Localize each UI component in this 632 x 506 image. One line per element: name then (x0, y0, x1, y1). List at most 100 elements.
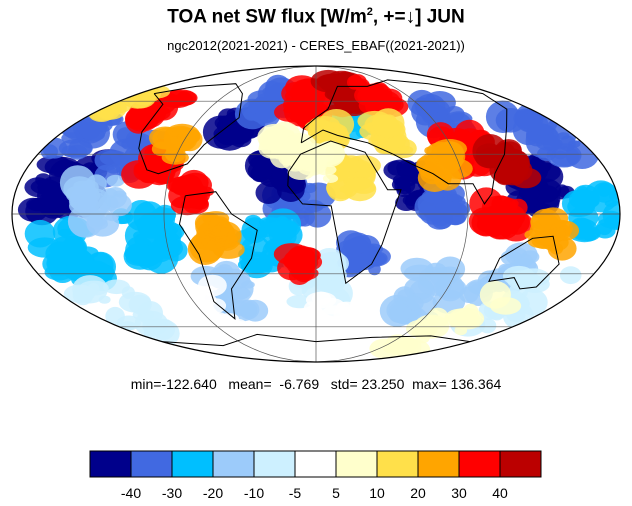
field-patch (44, 264, 73, 281)
field-patch (610, 212, 620, 229)
colorbar-boxes (89, 450, 542, 478)
field-patch (375, 140, 391, 154)
field-patch (163, 223, 185, 241)
field-patch (554, 150, 567, 160)
field-patch (490, 297, 522, 315)
field-patch (100, 188, 118, 198)
field-patch (154, 204, 176, 225)
field-patch (357, 251, 386, 267)
coastline-outline (138, 83, 243, 175)
field-patch (494, 167, 515, 186)
map-subtitle: ngc2012(2021-2021) - CERES_EBAF((2021-20… (167, 38, 465, 53)
field-patch (321, 327, 337, 340)
field-patch (354, 294, 371, 310)
field-patch (349, 306, 373, 326)
field-patch (400, 257, 434, 280)
stat-std-label: std= (330, 376, 358, 392)
field-patch (78, 122, 100, 140)
field-patch (176, 128, 203, 152)
field-patch (328, 336, 363, 360)
field-patch (216, 264, 233, 277)
coastline-outline (161, 333, 471, 347)
title-superscript: 2 (366, 6, 373, 18)
statistics-line: min=-122.640 mean= -6.769 std= 23.250 ma… (0, 376, 632, 392)
field-patch (448, 307, 485, 330)
field-patch (106, 174, 125, 187)
stat-mean-label: mean= (228, 376, 272, 392)
colorbar-tick-label: -40 (121, 485, 141, 500)
map-field (12, 66, 620, 362)
field-patch (221, 273, 254, 304)
field-patch (430, 267, 458, 287)
field-patch (24, 219, 56, 248)
stat-max-label: max= (412, 376, 447, 392)
field-patch (475, 143, 503, 163)
colorbar-tick-label: 40 (492, 485, 508, 500)
field-patch (322, 174, 339, 183)
field-patch (295, 113, 310, 125)
field-patch (126, 135, 146, 147)
colorbar-box (458, 450, 501, 478)
field-patch (501, 205, 526, 228)
field-patch (180, 308, 209, 325)
field-blobs (17, 69, 620, 360)
field-patch (518, 187, 540, 200)
colorbar-box (417, 450, 460, 478)
field-patch (121, 286, 135, 299)
field-patch (218, 313, 239, 325)
colorbar-tick-label: 10 (369, 485, 385, 500)
map-border (11, 65, 621, 363)
colorbar-tick-label: -5 (289, 485, 302, 500)
field-patch (254, 158, 276, 178)
field-patch (159, 278, 172, 287)
field-patch (343, 177, 377, 202)
colorbar-tick-label: 30 (451, 485, 467, 500)
field-patch (510, 167, 542, 189)
field-patch (56, 242, 75, 257)
colorbar-box (253, 450, 296, 478)
field-patch (347, 258, 366, 274)
title-main: TOA net SW flux [W/m (167, 6, 367, 28)
field-patch (255, 104, 280, 127)
field-patch (142, 319, 157, 333)
coastline-outline (287, 140, 402, 285)
coastlines (138, 79, 560, 347)
field-patch (319, 74, 339, 92)
field-patch (288, 266, 311, 285)
field-patch (255, 181, 282, 204)
field-patch (105, 213, 119, 222)
field-patch (390, 303, 412, 322)
field-patch (77, 191, 108, 221)
field-patch (140, 86, 161, 103)
field-patch (435, 200, 456, 214)
colorbar-tick-label: 20 (410, 485, 426, 500)
colorbar-box (335, 450, 378, 478)
field-patch (432, 289, 466, 314)
field-patch (382, 342, 398, 354)
map-title: TOA net SW flux [W/m2, +=↓] JUN (0, 6, 632, 28)
colorbar-tick-label: 5 (332, 485, 340, 500)
field-patch (344, 237, 369, 254)
field-patch (416, 100, 439, 118)
title-rest: , +=↓] JUN (372, 6, 465, 28)
colorbar-tick-label: -30 (162, 485, 182, 500)
colorbar-box (130, 450, 173, 478)
field-patch (476, 216, 501, 233)
field-patch (394, 175, 416, 195)
field-patch (89, 218, 108, 230)
stat-min-label: min= (130, 376, 162, 392)
field-patch (187, 233, 223, 265)
field-patch (538, 207, 569, 230)
field-patch (533, 185, 559, 202)
field-patch (164, 274, 192, 291)
field-patch (265, 208, 302, 241)
field-patch (557, 132, 570, 140)
gridlines (12, 66, 620, 362)
coastline-outline (178, 191, 258, 320)
field-patch (372, 108, 405, 138)
field-patch (259, 127, 291, 158)
colorbar-box (376, 450, 419, 478)
stat-min-value: -122.640 (161, 376, 217, 392)
field-patch (78, 280, 109, 296)
field-patch (61, 132, 84, 144)
